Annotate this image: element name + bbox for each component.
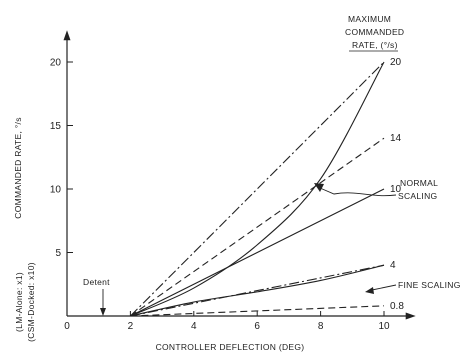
y-tick-label: 15 bbox=[50, 121, 62, 132]
series-label-4: 4 bbox=[390, 260, 396, 271]
normal-scaling-leader bbox=[319, 187, 397, 197]
normal-scaling-label-2: SCALING bbox=[398, 191, 437, 201]
y-tick-label: 5 bbox=[55, 248, 61, 259]
legend-title-3: RATE, (°/s) bbox=[352, 40, 398, 50]
y-tick-label: 10 bbox=[50, 185, 62, 196]
labels-layer: 20 14 10 4 0.8 bbox=[390, 57, 404, 312]
y-tick-label: 20 bbox=[50, 58, 62, 69]
series-label-10: 10 bbox=[390, 184, 402, 195]
series-layer bbox=[130, 61, 385, 317]
normal-scaling-label-1: NORMAL bbox=[400, 178, 438, 188]
x-tick-label: 0 bbox=[64, 321, 70, 332]
x-tick-label: 4 bbox=[191, 321, 197, 332]
series-line-4-solid bbox=[130, 264, 385, 317]
y-axis-arrowhead bbox=[63, 30, 71, 41]
fine-scaling-leader bbox=[371, 284, 397, 291]
fine-scaling-arrowhead bbox=[365, 287, 374, 294]
series-line-4-dashdot bbox=[130, 264, 385, 317]
x-tick-label: 10 bbox=[378, 321, 390, 332]
y-axis-label-extra-2: (CSM-Docked: x10) bbox=[26, 262, 36, 342]
normal-scaling-arrowhead bbox=[314, 183, 324, 192]
legend-title-2: COMMANDED bbox=[345, 27, 404, 37]
fine-scaling-label: FINE SCALING bbox=[398, 280, 461, 290]
detent-arrowhead bbox=[100, 308, 106, 316]
x-tick-label: 8 bbox=[318, 321, 324, 332]
detent-label: Detent bbox=[83, 277, 110, 287]
x-tick-label: 2 bbox=[128, 321, 134, 332]
series-line-20-dashdot bbox=[130, 61, 385, 317]
axes: 5 10 15 20 0 2 4 6 8 10 bbox=[50, 30, 416, 332]
x-axis-label: CONTROLLER DEFLECTION (DEG) bbox=[156, 342, 305, 352]
series-label-0.8: 0.8 bbox=[390, 301, 404, 312]
series-line-14-dashed bbox=[130, 137, 385, 317]
series-line-20-solid bbox=[130, 61, 385, 317]
x-tick-label: 6 bbox=[254, 321, 260, 332]
y-axis-label-extra-1: (LM-Alone: x1) bbox=[14, 272, 24, 332]
series-line-0.8-dashed bbox=[130, 305, 385, 317]
series-label-14: 14 bbox=[390, 133, 402, 144]
y-axis-label: COMMANDED RATE, °/s bbox=[13, 117, 23, 219]
legend-title-1: MAXIMUM bbox=[348, 14, 391, 24]
x-axis-arrowhead bbox=[405, 312, 416, 320]
series-line-10-solid bbox=[130, 188, 385, 317]
series-label-20: 20 bbox=[390, 57, 402, 68]
